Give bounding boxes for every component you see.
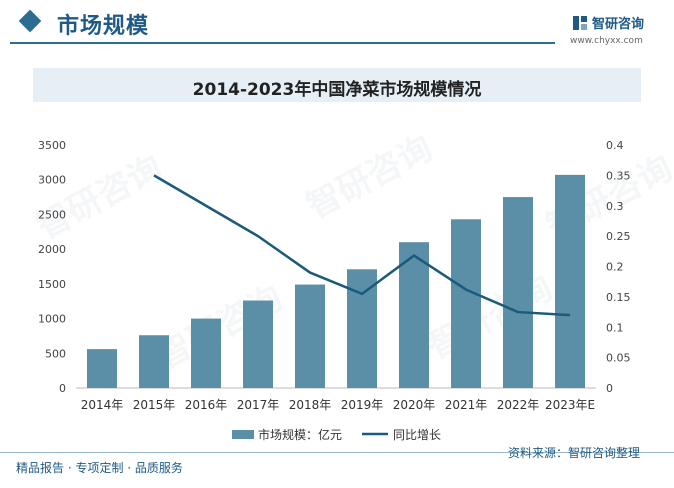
- chart-title-bar: 2014-2023年中国净菜市场规模情况: [33, 68, 641, 102]
- x-tick-label: 2023年E: [545, 398, 595, 412]
- diamond-icon: [18, 9, 42, 33]
- y-right-tick-label: 0.05: [606, 352, 631, 365]
- bar: [399, 242, 429, 388]
- bar: [503, 197, 533, 388]
- bar: [87, 349, 117, 388]
- y-right-tick-label: 0.1: [606, 321, 624, 334]
- chart: 0 500 1000 1500 2000 2500 3000 3500 0 0.05 0.1 0.15…: [38, 139, 631, 442]
- legend-line-label: 同比增长: [393, 428, 441, 442]
- y-left-tick-label: 0: [59, 382, 66, 395]
- y-right-tick-label: 0.35: [606, 169, 631, 182]
- x-tick-label: 2014年: [81, 398, 124, 412]
- bar: [295, 284, 325, 388]
- x-tick-label: 2016年: [185, 398, 228, 412]
- x-tick-label: 2015年: [133, 398, 176, 412]
- header-divider: [10, 42, 555, 44]
- y-left-tick-label: 2000: [38, 243, 66, 256]
- x-tick-label: 2018年: [289, 398, 332, 412]
- bar: [555, 174, 585, 388]
- page-footer: 精品报告 · 专项定制 · 品质服务 资料来源：智研咨询整理: [0, 446, 674, 488]
- section-title: 市场规模: [57, 14, 150, 39]
- bar: [139, 335, 169, 388]
- x-tick-label: 2020年: [393, 398, 436, 412]
- y-right-tick-label: 0.25: [606, 230, 631, 243]
- legend-bar-label: 市场规模：亿元: [258, 427, 342, 442]
- y-right-tick-label: 0.4: [606, 139, 624, 152]
- y-left-tick-label: 3500: [38, 139, 66, 152]
- brand-name: 智研咨询: [592, 17, 645, 32]
- y-right-tick-label: 0.2: [606, 261, 624, 274]
- bar: [243, 300, 273, 388]
- brand-url: www.chyxx.com: [570, 36, 643, 46]
- brand-logo-icon: [573, 16, 587, 30]
- x-tick-label: 2022年: [497, 398, 540, 412]
- bar: [451, 219, 481, 388]
- y-left-tick-label: 1500: [38, 278, 66, 291]
- legend-bar-swatch: [232, 430, 254, 439]
- y-left-tick-label: 1000: [38, 313, 66, 326]
- chart-title: 2014-2023年中国净菜市场规模情况: [192, 80, 482, 100]
- footer-divider: [0, 452, 674, 453]
- y-right-tick-label: 0: [606, 382, 613, 395]
- x-tick-label: 2017年: [237, 398, 280, 412]
- source-note: 资料来源：智研咨询整理: [508, 446, 641, 460]
- x-tick-label: 2019年: [341, 398, 384, 412]
- page-header: 市场规模 智研咨询 www.chyxx.com: [0, 0, 674, 48]
- y-left-tick-label: 3000: [38, 174, 66, 187]
- y-left-tick-label: 500: [45, 347, 66, 360]
- x-tick-label: 2021年: [445, 398, 488, 412]
- y-left-tick-label: 2500: [38, 208, 66, 221]
- y-right-tick-label: 0.15: [606, 291, 631, 304]
- y-right-tick-label: 0.3: [606, 200, 624, 213]
- bar: [191, 318, 221, 388]
- footer-slogan: 精品报告 · 专项定制 · 品质服务: [16, 461, 183, 475]
